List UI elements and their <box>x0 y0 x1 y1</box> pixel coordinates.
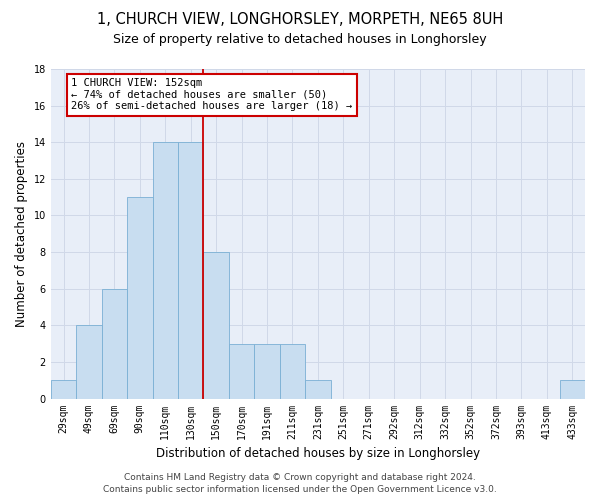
Bar <box>51 380 76 398</box>
Bar <box>280 344 305 398</box>
X-axis label: Distribution of detached houses by size in Longhorsley: Distribution of detached houses by size … <box>156 447 480 460</box>
Bar <box>152 142 178 399</box>
Bar <box>305 380 331 398</box>
Bar <box>560 380 585 398</box>
Bar <box>254 344 280 398</box>
Bar <box>76 326 101 398</box>
Bar <box>229 344 254 398</box>
Text: Contains HM Land Registry data © Crown copyright and database right 2024.
Contai: Contains HM Land Registry data © Crown c… <box>103 472 497 494</box>
Bar <box>101 288 127 399</box>
Bar <box>203 252 229 398</box>
Text: 1, CHURCH VIEW, LONGHORSLEY, MORPETH, NE65 8UH: 1, CHURCH VIEW, LONGHORSLEY, MORPETH, NE… <box>97 12 503 28</box>
Text: Size of property relative to detached houses in Longhorsley: Size of property relative to detached ho… <box>113 32 487 46</box>
Bar <box>178 142 203 399</box>
Text: 1 CHURCH VIEW: 152sqm
← 74% of detached houses are smaller (50)
26% of semi-deta: 1 CHURCH VIEW: 152sqm ← 74% of detached … <box>71 78 352 112</box>
Bar <box>127 197 152 398</box>
Y-axis label: Number of detached properties: Number of detached properties <box>15 141 28 327</box>
